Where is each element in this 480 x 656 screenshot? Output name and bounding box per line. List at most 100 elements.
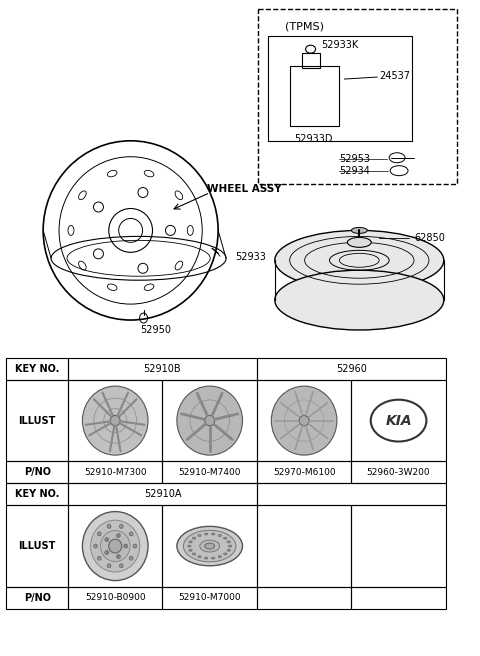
Text: 52950: 52950 — [140, 325, 171, 335]
Text: KIA: KIA — [385, 413, 412, 428]
Ellipse shape — [192, 553, 196, 555]
Bar — [162, 461, 257, 483]
Text: P/NO: P/NO — [24, 593, 51, 603]
Ellipse shape — [218, 535, 221, 537]
Ellipse shape — [227, 541, 230, 543]
Text: 52910-B0900: 52910-B0900 — [85, 594, 145, 602]
Bar — [68, 358, 257, 380]
Ellipse shape — [189, 541, 192, 543]
Ellipse shape — [348, 237, 371, 247]
Ellipse shape — [275, 230, 444, 290]
Bar — [351, 461, 446, 483]
Text: 52934: 52934 — [339, 166, 370, 176]
Text: ILLUST: ILLUST — [19, 541, 56, 551]
Bar — [268, 36, 412, 141]
Text: (TPMS): (TPMS) — [285, 21, 324, 31]
Bar — [257, 461, 351, 483]
Ellipse shape — [192, 537, 196, 539]
Text: WHEEL ASSY: WHEEL ASSY — [207, 184, 282, 194]
Ellipse shape — [117, 534, 120, 537]
Ellipse shape — [108, 539, 122, 553]
Ellipse shape — [108, 525, 111, 528]
Ellipse shape — [212, 533, 215, 535]
Text: ILLUST: ILLUST — [19, 416, 56, 426]
Ellipse shape — [83, 512, 148, 581]
Ellipse shape — [117, 555, 120, 558]
Ellipse shape — [198, 535, 201, 537]
Ellipse shape — [227, 549, 230, 551]
Text: 52933: 52933 — [235, 253, 266, 262]
Ellipse shape — [224, 553, 227, 555]
Text: 52953: 52953 — [339, 154, 371, 164]
Ellipse shape — [299, 415, 309, 426]
Bar — [351, 587, 446, 609]
Bar — [257, 587, 351, 609]
Bar — [68, 587, 162, 609]
Text: P/NO: P/NO — [24, 467, 51, 478]
Bar — [6, 587, 68, 609]
Bar — [162, 380, 257, 461]
Text: 52960-3W200: 52960-3W200 — [367, 468, 431, 477]
Ellipse shape — [351, 228, 367, 234]
Bar — [68, 483, 257, 505]
Text: 52910B: 52910B — [144, 364, 181, 374]
Text: 52960: 52960 — [336, 364, 367, 374]
Text: 62850: 62850 — [414, 234, 445, 243]
Ellipse shape — [129, 532, 133, 536]
Text: 52910A: 52910A — [144, 489, 181, 499]
Ellipse shape — [198, 556, 201, 558]
Bar — [351, 505, 446, 587]
Bar — [6, 380, 68, 461]
Ellipse shape — [189, 549, 192, 551]
Bar — [6, 461, 68, 483]
Ellipse shape — [133, 544, 137, 548]
Bar — [257, 358, 446, 380]
Bar — [68, 505, 162, 587]
Ellipse shape — [188, 545, 191, 547]
Text: 52910-M7000: 52910-M7000 — [179, 594, 241, 602]
Ellipse shape — [218, 556, 221, 558]
Text: KEY NO.: KEY NO. — [15, 489, 60, 499]
Text: KEY NO.: KEY NO. — [15, 364, 60, 374]
Text: 24537: 24537 — [379, 71, 410, 81]
Text: 52910-M7400: 52910-M7400 — [179, 468, 241, 477]
Bar — [68, 380, 162, 461]
Ellipse shape — [271, 386, 337, 455]
Ellipse shape — [200, 540, 219, 552]
Ellipse shape — [97, 532, 101, 536]
Ellipse shape — [228, 545, 232, 547]
Ellipse shape — [105, 550, 108, 554]
Ellipse shape — [108, 564, 111, 567]
Ellipse shape — [205, 543, 215, 549]
Ellipse shape — [204, 557, 208, 559]
Ellipse shape — [224, 537, 227, 539]
Text: 52933D: 52933D — [295, 134, 333, 144]
Ellipse shape — [105, 538, 108, 541]
Text: 52910-M7300: 52910-M7300 — [84, 468, 146, 477]
Bar — [290, 66, 339, 126]
Bar — [351, 380, 446, 461]
Ellipse shape — [129, 556, 133, 560]
Ellipse shape — [205, 415, 215, 426]
Bar — [6, 505, 68, 587]
Ellipse shape — [177, 526, 242, 565]
Bar — [162, 505, 257, 587]
Text: 52933K: 52933K — [321, 40, 358, 51]
Ellipse shape — [120, 564, 123, 567]
Ellipse shape — [212, 557, 215, 559]
Ellipse shape — [177, 386, 242, 455]
Bar — [257, 380, 351, 461]
Ellipse shape — [183, 530, 236, 562]
Ellipse shape — [100, 531, 130, 562]
Bar — [6, 483, 68, 505]
Bar — [68, 461, 162, 483]
Ellipse shape — [97, 556, 101, 560]
FancyBboxPatch shape — [258, 9, 457, 184]
Bar — [6, 358, 68, 380]
Text: 52970-M6100: 52970-M6100 — [273, 468, 336, 477]
Ellipse shape — [120, 525, 123, 528]
Bar — [257, 483, 446, 505]
Bar — [301, 53, 320, 68]
Ellipse shape — [124, 544, 128, 548]
Ellipse shape — [110, 415, 120, 426]
